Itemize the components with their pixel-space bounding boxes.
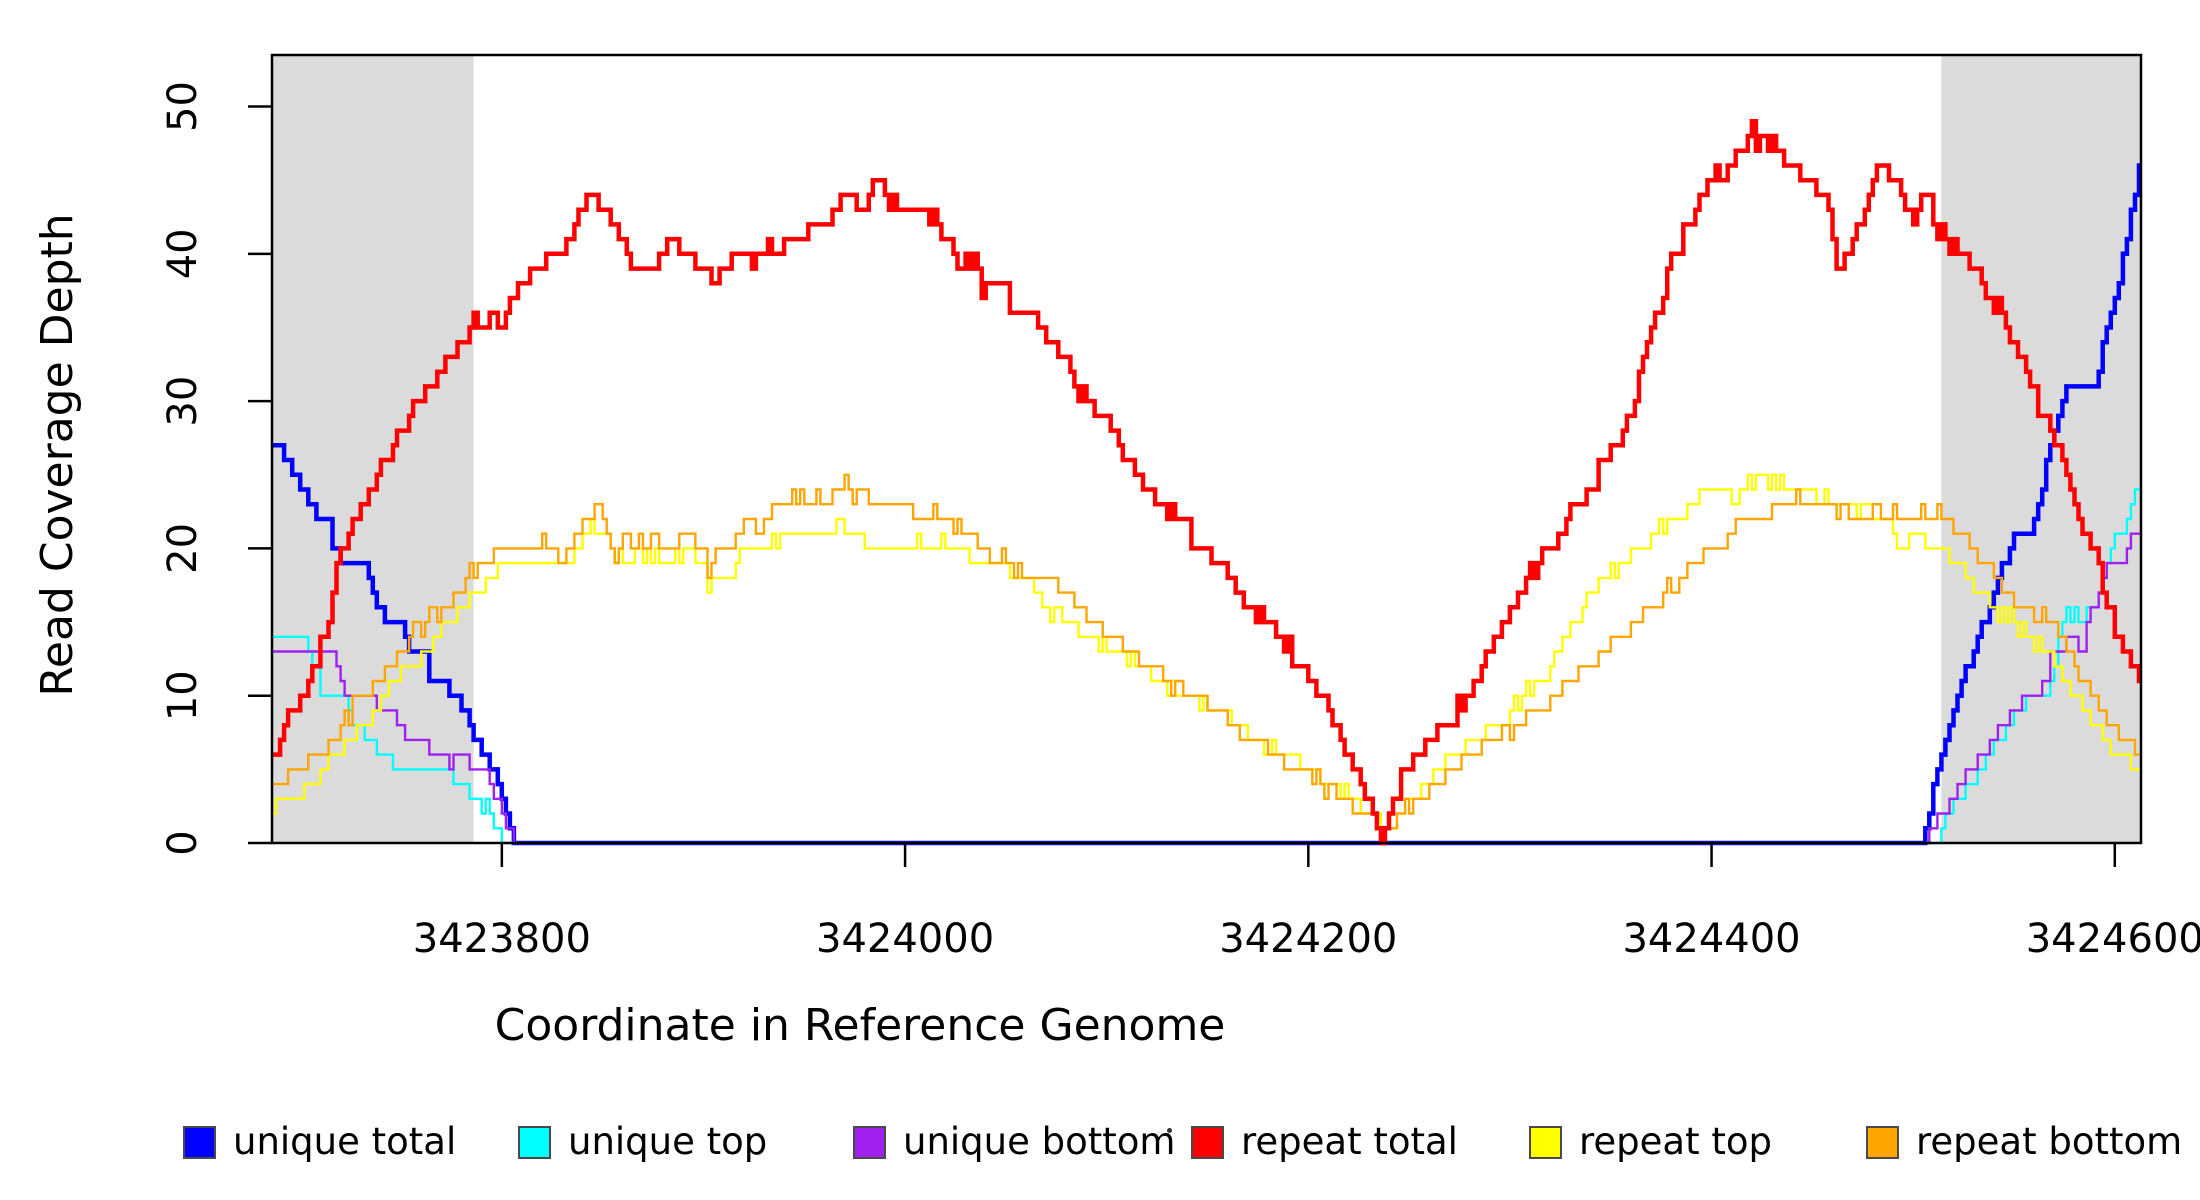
y-axis-tick-label: 10	[160, 670, 206, 721]
x-axis-tick-label: 3424400	[1622, 916, 1800, 962]
legend: unique total unique top unique bottom repea…	[0, 1112, 2200, 1172]
series-line-unique-top	[272, 488, 2141, 845]
legend-label: unique bottom	[903, 1120, 1176, 1163]
y-axis-tick-label: 0	[160, 830, 206, 855]
legend-item-unique-top: unique top	[518, 1112, 767, 1172]
legend-item-repeat-top: repeat top	[1529, 1112, 1772, 1172]
x-axis-tick-label: 3424600	[2026, 916, 2200, 962]
legend-swatch-unique-top	[518, 1125, 551, 1159]
y-axis-tick-label: 40	[160, 228, 206, 279]
legend-swatch-repeat-top	[1529, 1125, 1562, 1159]
legend-swatch-unique-total	[183, 1125, 216, 1159]
x-axis: 3423800 3424000 3424200 3424400 3424600	[413, 843, 2200, 962]
series-line-repeat-bottom	[272, 473, 2141, 830]
x-axis-tick-label: 3424200	[1219, 916, 1397, 962]
series-line-repeat-top	[272, 473, 2141, 830]
x-axis-tick-label: 3424000	[816, 916, 994, 962]
series-line-unique-bottom	[272, 532, 2141, 845]
series-line-repeat-total	[272, 119, 2142, 846]
legend-label: repeat total	[1241, 1120, 1458, 1163]
legend-swatch-repeat-total	[1191, 1125, 1224, 1159]
shaded-regions	[272, 55, 2141, 843]
legend-label: unique total	[233, 1120, 457, 1163]
plot-border	[270, 53, 2143, 845]
x-axis-title: Coordinate in Reference Genome	[495, 1000, 1226, 1051]
legend-item-unique-bottom: unique bottom	[853, 1112, 1175, 1172]
series-lines	[272, 119, 2142, 846]
stray-dot	[1167, 1128, 1172, 1133]
legend-swatch-unique-bottom	[853, 1125, 886, 1159]
x-axis-tick-label: 3423800	[413, 916, 591, 962]
legend-label: repeat top	[1579, 1120, 1772, 1163]
y-axis-tick-label: 30	[160, 376, 206, 427]
y-axis-tick-label: 20	[160, 523, 206, 574]
legend-item-repeat-total: repeat total	[1191, 1112, 1458, 1172]
series-line-unique-total	[272, 163, 2142, 846]
y-axis-tick-label: 50	[160, 81, 206, 132]
legend-label: unique top	[568, 1120, 768, 1163]
legend-label: repeat bottom	[1916, 1120, 2183, 1163]
legend-swatch-repeat-bottom	[1866, 1125, 1899, 1159]
y-axis: 0 10 20 30 40 50	[160, 81, 272, 856]
legend-item-repeat-bottom: repeat bottom	[1866, 1112, 2182, 1172]
legend-item-unique-total: unique total	[183, 1112, 456, 1172]
y-axis-title: Read Coverage Depth	[32, 213, 83, 696]
